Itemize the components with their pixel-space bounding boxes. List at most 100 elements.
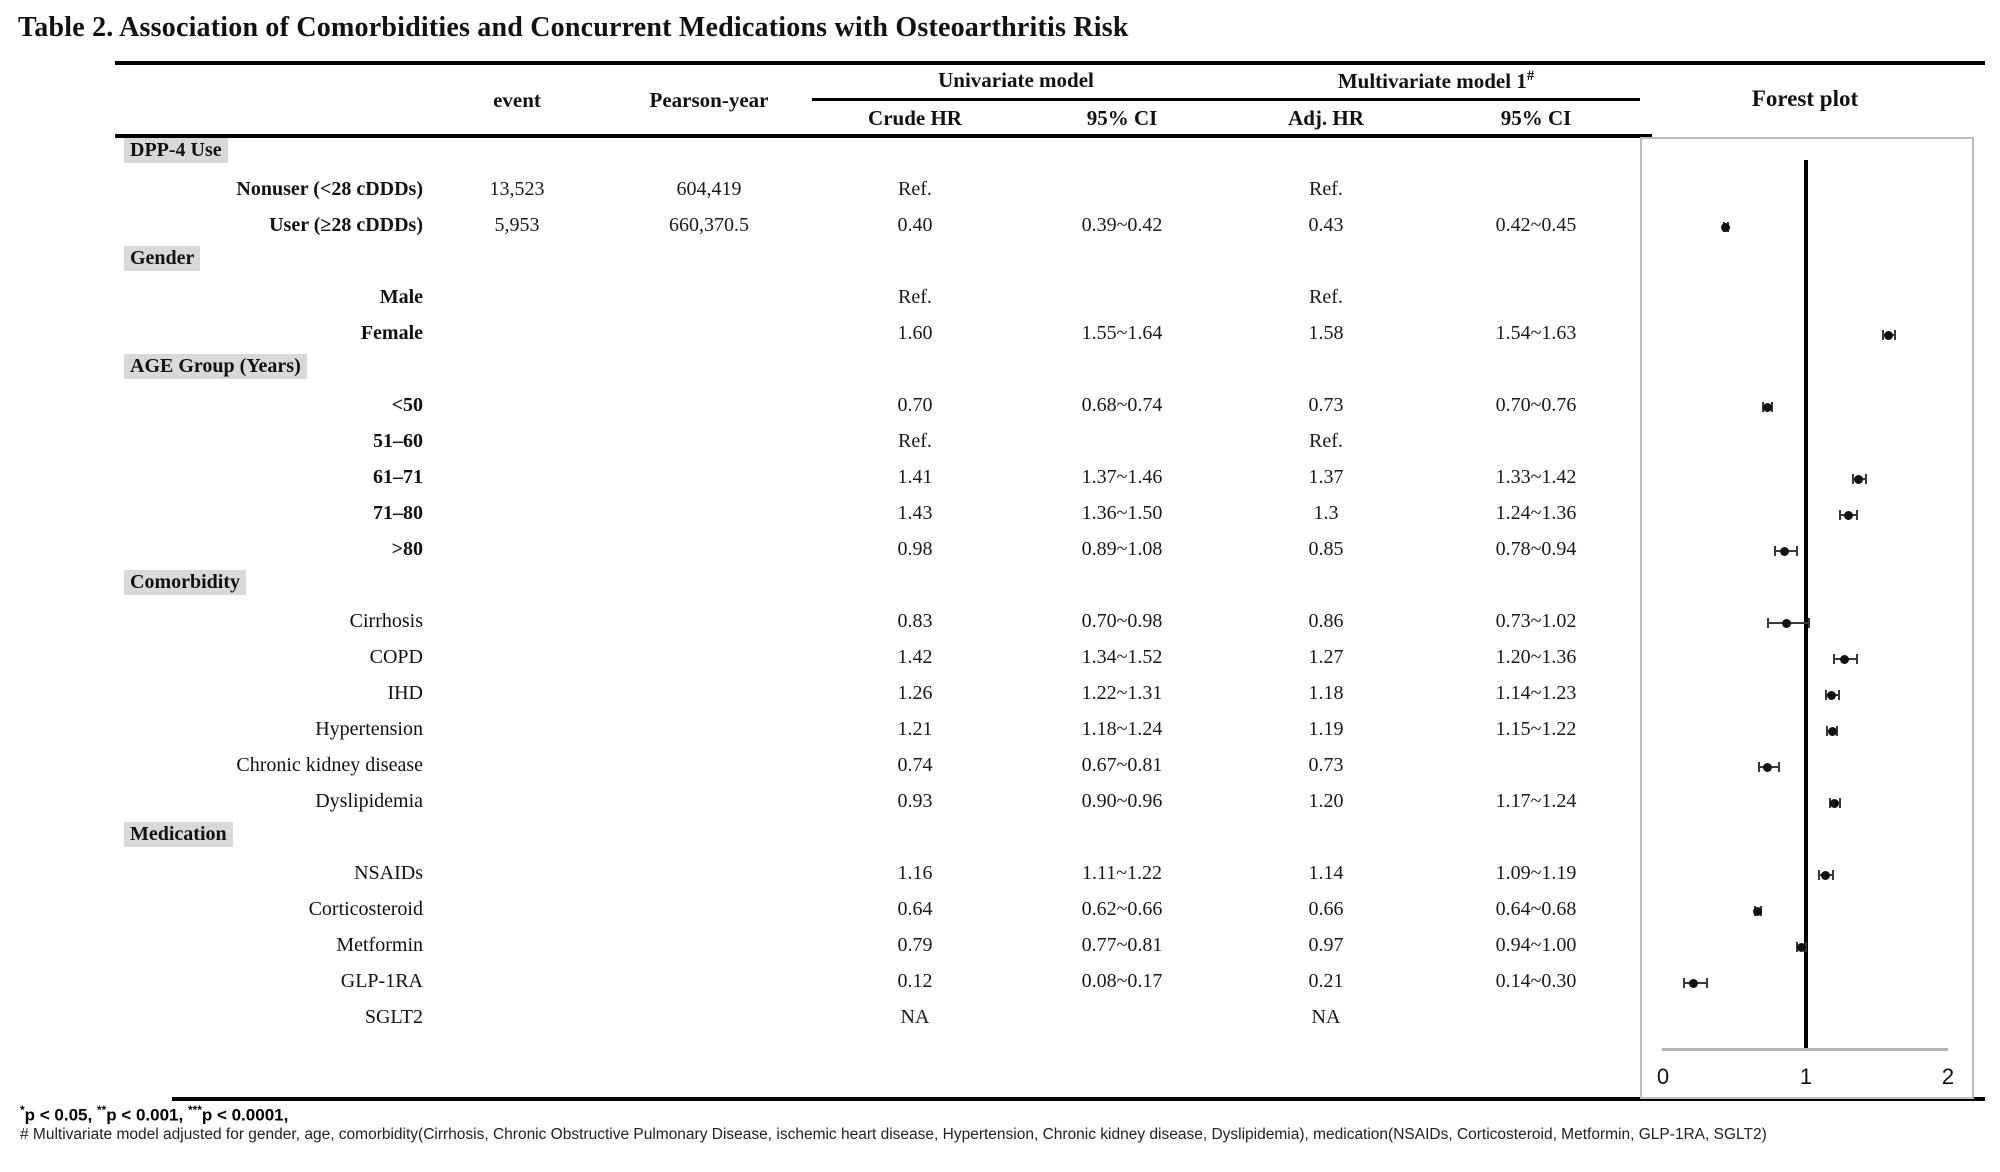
- col-header-ci-multivariate: 95% CI: [1500, 106, 1572, 130]
- forest-x-axis: [1662, 1048, 1948, 1051]
- table-row: Male Ref. Ref.: [0, 279, 1640, 315]
- section-row: DPP-4 Use: [0, 135, 1640, 171]
- cell-ci2: 1.20~1.36: [1495, 646, 1577, 668]
- cell-adj: NA: [1311, 1006, 1341, 1028]
- sig-text: p < 0.001,: [106, 1105, 188, 1125]
- col-header-ci-univariate: 95% CI: [1086, 106, 1158, 130]
- cell-adj: Ref.: [1309, 178, 1343, 200]
- cell-adj: 0.73: [1308, 754, 1344, 776]
- hr-point: [1763, 402, 1773, 412]
- cell-crude: 0.74: [897, 754, 933, 776]
- multivariate-footnote-mark: #: [1526, 68, 1535, 84]
- row-label: 71–80: [373, 502, 423, 524]
- cell-crude: 0.40: [897, 214, 933, 236]
- table-row: NSAIDs 1.16 1.11~1.22 1.14 1.09~1.19: [0, 855, 1640, 891]
- x-tick-0: 0: [1656, 1064, 1670, 1089]
- sig-asterisks: *: [20, 1103, 25, 1117]
- cell-crude: 0.79: [897, 934, 933, 956]
- ci-cap-left: [1833, 654, 1836, 664]
- ci-cap-right: [1864, 474, 1867, 484]
- cell-crude: 1.16: [897, 862, 933, 884]
- cell-ci2: 0.64~0.68: [1495, 898, 1577, 920]
- sig-asterisks: **: [96, 1103, 107, 1117]
- hr-point: [1720, 222, 1730, 232]
- table-row: Corticosteroid 0.64 0.62~0.66 0.66 0.64~0.68: [0, 891, 1640, 927]
- cell-crude: 1.43: [897, 502, 933, 524]
- ci-cap-right: [1705, 978, 1708, 988]
- table-row: 71–80 1.43 1.36~1.50 1.3 1.24~1.36: [0, 495, 1640, 531]
- row-label: Corticosteroid: [308, 898, 423, 920]
- ci-cap-left: [1817, 870, 1820, 880]
- forest-markers-layer: [1642, 139, 1972, 1097]
- table-row: >80 0.98 0.89~1.08 0.85 0.78~0.94: [0, 531, 1640, 567]
- adjustment-footnote: # Multivariate model adjusted for gender…: [20, 1126, 1767, 1143]
- cell-ci2: 1.17~1.24: [1495, 790, 1577, 812]
- cell-crude: 1.60: [897, 322, 933, 344]
- cell-ci1: 0.68~0.74: [1081, 394, 1163, 416]
- cell-adj: 1.3: [1313, 502, 1339, 524]
- ci-cap-right: [1837, 690, 1840, 700]
- cell-ci2: 1.14~1.23: [1495, 682, 1577, 704]
- row-label: Nonuser (<28 cDDDs): [236, 178, 423, 200]
- cell-crude: 1.26: [897, 682, 933, 704]
- cell-ci1: 0.67~0.81: [1081, 754, 1163, 776]
- cell-event: 5,953: [494, 214, 540, 236]
- header-top-rule: [115, 61, 1985, 65]
- cell-ci2: 0.14~0.30: [1495, 970, 1577, 992]
- table-row: IHD 1.26 1.22~1.31 1.18 1.14~1.23: [0, 675, 1640, 711]
- row-label: Female: [360, 322, 423, 344]
- cell-ci1: 1.36~1.50: [1081, 502, 1163, 524]
- hr-point: [1828, 726, 1838, 736]
- cell-crude: 1.41: [897, 466, 933, 488]
- significance-footnote: *p < 0.05, **p < 0.001, ***p < 0.0001,: [20, 1103, 288, 1126]
- cell-adj: 1.58: [1308, 322, 1344, 344]
- row-label: IHD: [387, 682, 423, 704]
- table-row: 61–71 1.41 1.37~1.46 1.37 1.33~1.42: [0, 459, 1640, 495]
- ci-cap-right: [1796, 546, 1799, 556]
- row-label: SGLT2: [364, 1006, 423, 1028]
- cell-crude: 0.93: [897, 790, 933, 812]
- cell-ci2: 0.73~1.02: [1495, 610, 1577, 632]
- row-label: <50: [391, 394, 423, 416]
- cell-adj: 0.73: [1308, 394, 1344, 416]
- x-tick-2: 2: [1941, 1064, 1955, 1089]
- row-label: User (≥28 cDDDs): [269, 214, 423, 236]
- hr-point: [1827, 690, 1837, 700]
- cell-adj: 0.66: [1308, 898, 1344, 920]
- cell-adj: 0.43: [1308, 214, 1344, 236]
- row-label: Metformin: [336, 934, 423, 956]
- ci-cap-right: [1894, 330, 1897, 340]
- cell-crude: Ref.: [898, 286, 932, 308]
- cell-ci1: 0.89~1.08: [1081, 538, 1163, 560]
- section-label: DPP-4 Use: [124, 138, 228, 163]
- ci-cap-left: [1773, 546, 1776, 556]
- cell-crude: Ref.: [898, 430, 932, 452]
- cell-ci2: 0.42~0.45: [1495, 214, 1577, 236]
- table-bottom-rule: [172, 1097, 1985, 1101]
- table-row: Hypertension 1.21 1.18~1.24 1.19 1.15~1.22: [0, 711, 1640, 747]
- hr-point: [1829, 798, 1839, 808]
- forest-plot-panel: 0 1 2: [1640, 137, 1974, 1099]
- row-label: >80: [391, 538, 423, 560]
- ci-cap-right: [1807, 618, 1810, 628]
- cell-adj: 0.21: [1308, 970, 1344, 992]
- cell-ci1: 0.90~0.96: [1081, 790, 1163, 812]
- table-row: User (≥28 cDDDs) 5,953 660,370.5 0.40 0.39~0…: [0, 207, 1640, 243]
- cell-ci2: 1.54~1.63: [1495, 322, 1577, 344]
- section-row: Comorbidity: [0, 567, 1640, 603]
- cell-ci1: 0.39~0.42: [1081, 214, 1163, 236]
- section-row: AGE Group (Years): [0, 351, 1640, 387]
- cell-crude: 0.83: [897, 610, 933, 632]
- cell-ci1: 1.37~1.46: [1081, 466, 1163, 488]
- cell-crude: 0.64: [897, 898, 933, 920]
- cell-ci1: 0.70~0.98: [1081, 610, 1163, 632]
- section-row: Gender: [0, 243, 1640, 279]
- group-header-multivariate: Multivariate model 1#: [1338, 68, 1534, 94]
- hr-point: [1854, 474, 1864, 484]
- cell-crude: 0.12: [897, 970, 933, 992]
- cell-crude: Ref.: [898, 178, 932, 200]
- ci-cap-right: [1831, 870, 1834, 880]
- cell-adj: 1.14: [1308, 862, 1344, 884]
- sig-asterisks: ***: [187, 1103, 202, 1117]
